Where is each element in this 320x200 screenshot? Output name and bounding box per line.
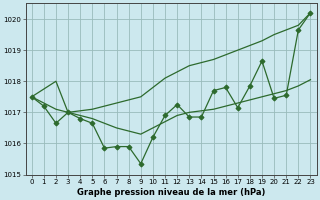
X-axis label: Graphe pression niveau de la mer (hPa): Graphe pression niveau de la mer (hPa) xyxy=(77,188,265,197)
